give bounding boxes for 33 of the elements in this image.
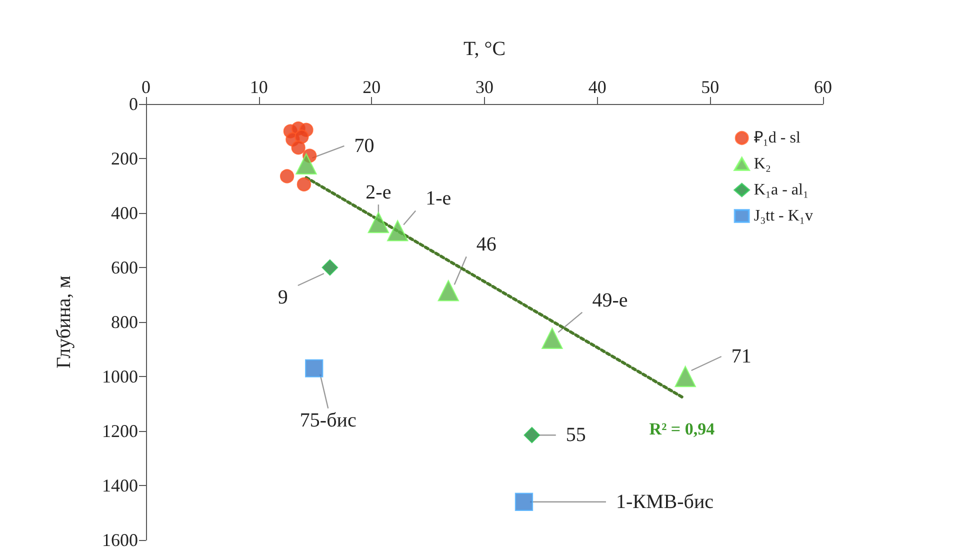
annotation: 49-e xyxy=(592,289,628,312)
legend-label: K₂ xyxy=(754,156,771,172)
x-tick-label: 40 xyxy=(588,77,606,97)
x-tick-label: 30 xyxy=(476,77,494,97)
annotation: 75-бис xyxy=(300,409,356,432)
x-tick-label: 20 xyxy=(362,77,381,97)
y-tick-label: 800 xyxy=(111,312,138,332)
y-tick-label: 400 xyxy=(111,203,138,223)
x-axis-title: T, °C xyxy=(463,38,506,60)
x-tick-label: 10 xyxy=(250,77,268,97)
x-tick-label: 0 xyxy=(142,77,150,97)
annotation: 55 xyxy=(566,424,586,446)
annotation: 1-e xyxy=(426,188,452,210)
y-tick-label: 1000 xyxy=(102,366,138,386)
annotation: 9 xyxy=(278,286,288,308)
y-tick-label: 1600 xyxy=(102,530,138,549)
legend-label: J₃tt - K₁v xyxy=(754,208,813,224)
annotation: 1-КМВ-бис xyxy=(616,490,714,513)
annotation: 46 xyxy=(476,234,496,256)
y-tick-label: 0 xyxy=(129,94,138,114)
annotation: 70 xyxy=(354,134,374,157)
legend-label: ₽₁d - sl xyxy=(754,130,801,146)
annotation: R² = 0,94 xyxy=(649,419,716,438)
legend-label: K₁a - al₁ xyxy=(754,182,809,198)
x-tick-label: 50 xyxy=(701,77,720,97)
y-tick-label: 600 xyxy=(111,258,138,278)
y-tick-label: 200 xyxy=(111,148,138,168)
annotation: 2-e xyxy=(366,182,392,204)
y-tick-label: 1200 xyxy=(102,421,138,441)
annotation: 71 xyxy=(731,346,752,368)
x-tick-label: 60 xyxy=(814,77,832,97)
y-tick-label: 1400 xyxy=(102,476,138,496)
y-axis-title: Глубина, м xyxy=(53,275,75,368)
